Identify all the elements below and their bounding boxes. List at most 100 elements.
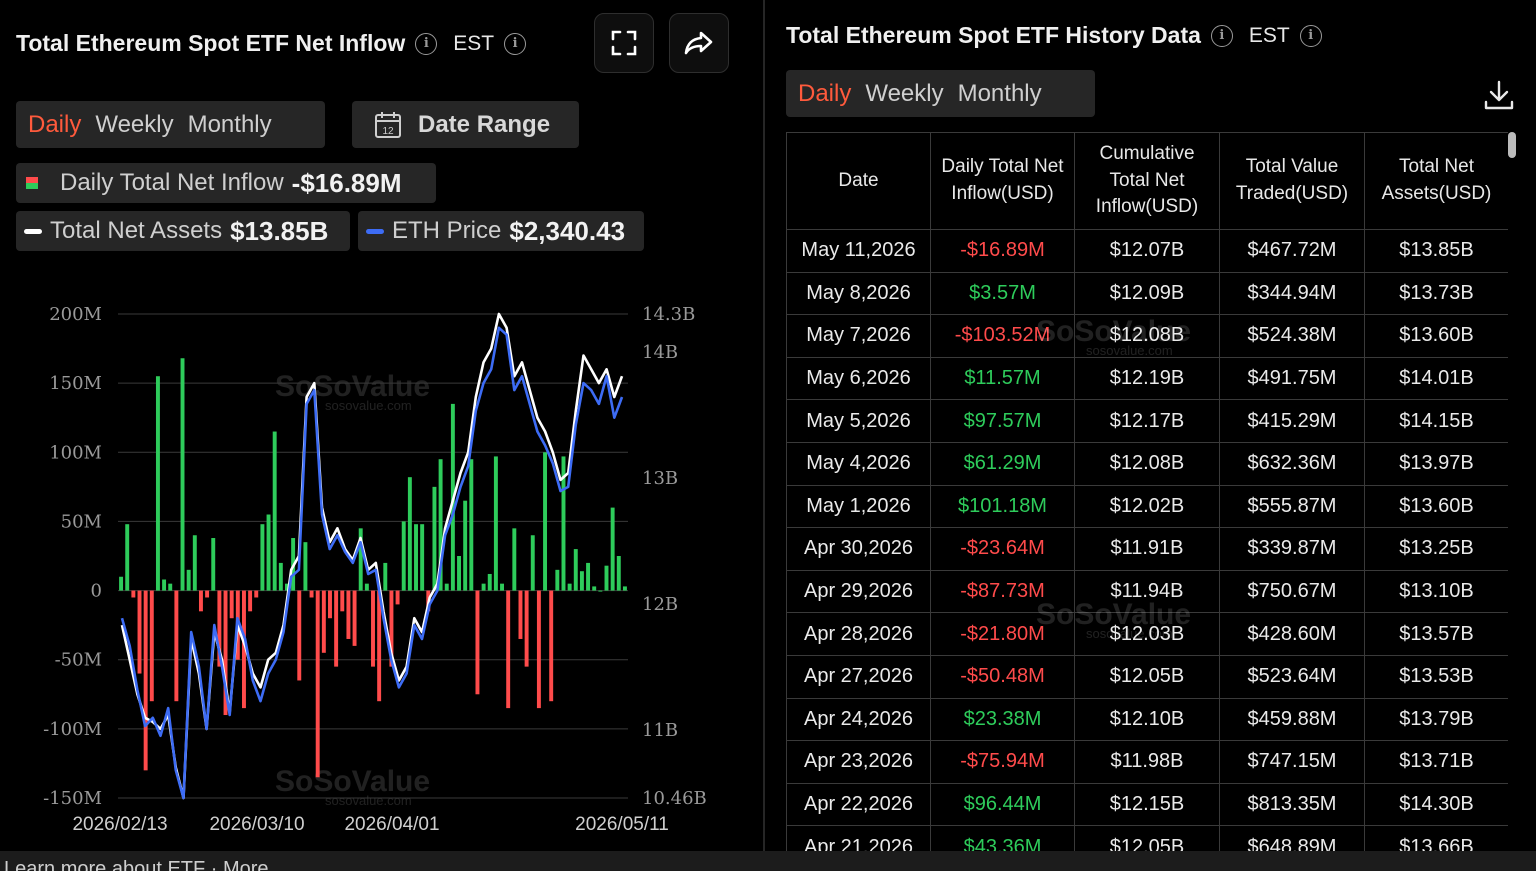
inflow-bar: [119, 576, 124, 591]
inflow-bar: [352, 590, 357, 646]
inflow-bar: [168, 583, 173, 591]
inflow-bar: [180, 358, 185, 591]
cell-daily-inflow: -$87.73M: [930, 569, 1075, 614]
inflow-bar: [321, 590, 326, 653]
header-daily-inflow[interactable]: Daily Total Net Inflow(USD): [930, 132, 1075, 230]
cell-cumulative: $12.05B: [1074, 825, 1220, 851]
table-row[interactable]: Apr 23,2026 -$75.94M $11.98B $747.15M $13.71…: [786, 740, 1508, 784]
inflow-bar: [131, 590, 136, 598]
legend-eth-price[interactable]: ETH Price $2,340.43: [358, 211, 644, 251]
history-timezone-info-icon[interactable]: i: [1299, 24, 1322, 47]
inflow-bar: [137, 590, 142, 674]
tab-weekly[interactable]: Weekly: [95, 110, 174, 138]
history-tab-weekly[interactable]: Weekly: [865, 79, 944, 107]
cell-date: May 7,2026: [786, 314, 931, 358]
right-tick-label: 12B: [642, 594, 678, 615]
history-info-icon[interactable]: i: [1210, 24, 1233, 47]
inflow-bar: [254, 590, 259, 598]
inflow-bar: [524, 590, 529, 667]
history-table-wrap[interactable]: Date Daily Total Net Inflow(USD) Cumulat…: [786, 132, 1508, 851]
inflow-bar: [371, 590, 375, 667]
fullscreen-button[interactable]: [594, 13, 654, 73]
inflow-bar: [622, 586, 627, 591]
cell-date: Apr 30,2026: [786, 527, 931, 571]
x-axis-ticks: 2026/02/13 2026/03/10 2026/04/01 2026/05/11: [72, 814, 668, 835]
cell-net-assets: $13.60B: [1364, 484, 1508, 529]
share-icon: [684, 31, 713, 55]
inflow-bar: [149, 590, 154, 702]
table-row[interactable]: Apr 22,2026 $96.44M $12.15B $813.35M $14.30B: [786, 782, 1508, 827]
header-cumulative[interactable]: Cumulative Total Net Inflow(USD): [1074, 132, 1220, 230]
cell-value-traded: $459.88M: [1219, 697, 1365, 742]
history-period-tabs: Daily Weekly Monthly: [786, 70, 1095, 117]
header-value-traded[interactable]: Total Value Traded(USD): [1219, 132, 1365, 230]
table-row[interactable]: May 4,2026 $61.29M $12.08B $632.36M $13.97B: [786, 441, 1508, 486]
period-tabs: Daily Weekly Monthly: [16, 101, 325, 148]
header-net-assets[interactable]: Total Net Assets(USD): [1364, 132, 1508, 230]
cell-cumulative: $12.07B: [1074, 229, 1220, 273]
history-tab-monthly[interactable]: Monthly: [957, 79, 1042, 107]
inflow-bar: [610, 507, 615, 591]
inflow-bar: [420, 524, 425, 591]
tab-monthly[interactable]: Monthly: [187, 110, 272, 138]
inflow-bar: [414, 524, 418, 591]
cell-daily-inflow: $11.57M: [930, 356, 1075, 401]
cell-date: Apr 27,2026: [786, 654, 931, 699]
inflow-bar: [512, 528, 517, 591]
net-assets-swatch: [24, 228, 42, 234]
cell-value-traded: $344.94M: [1219, 271, 1365, 316]
inflow-bar: [340, 590, 345, 612]
tab-daily[interactable]: Daily: [28, 110, 82, 138]
info-icon[interactable]: i: [415, 32, 438, 55]
left-tick-label: 150M: [49, 373, 102, 394]
cell-net-assets: $13.97B: [1364, 441, 1508, 486]
left-axis-ticks: 200M 150M 100M 50M 0 -50M -100M -150M: [43, 304, 102, 809]
table-row[interactable]: Apr 21,2026 $43.36M $12.05B $648.89M $13.66B: [786, 825, 1508, 851]
cell-net-assets: $14.15B: [1364, 399, 1508, 443]
inflow-bar: [518, 590, 523, 639]
legend-net-inflow[interactable]: Daily Total Net Inflow -$16.89M: [16, 163, 436, 203]
cell-cumulative: $12.15B: [1074, 782, 1220, 827]
table-row[interactable]: Apr 29,2026 -$87.73M $11.94B $750.67M $13.10…: [786, 569, 1508, 614]
header-date[interactable]: Date: [786, 132, 931, 230]
cell-value-traded: $523.64M: [1219, 654, 1365, 699]
inflow-bar: [444, 583, 449, 591]
table-row[interactable]: May 7,2026 -$103.52M $12.08B $524.38M $13.60…: [786, 314, 1508, 358]
cell-daily-inflow: -$50.48M: [930, 654, 1075, 699]
inflow-bar: [573, 549, 578, 591]
table-row[interactable]: Apr 30,2026 -$23.64M $11.91B $339.87M $13.25…: [786, 527, 1508, 571]
table-row[interactable]: Apr 27,2026 -$50.48M $12.05B $523.64M $13.53…: [786, 654, 1508, 699]
table-header-row: Date Daily Total Net Inflow(USD) Cumulat…: [786, 132, 1508, 230]
table-row[interactable]: May 8,2026 $3.57M $12.09B $344.94M $13.73B: [786, 271, 1508, 316]
table-row[interactable]: Apr 28,2026 -$21.80M $12.03B $428.60M $13.57…: [786, 612, 1508, 656]
history-tab-daily[interactable]: Daily: [798, 79, 852, 107]
table-scrollbar[interactable]: [1508, 132, 1516, 158]
share-button[interactable]: [669, 13, 729, 73]
table-row[interactable]: May 6,2026 $11.57M $12.19B $491.75M $14.01B: [786, 356, 1508, 401]
inflow-bar: [561, 456, 566, 591]
cell-daily-inflow: $3.57M: [930, 271, 1075, 316]
cell-net-assets: $13.53B: [1364, 654, 1508, 699]
net-inflow-swatch: [26, 177, 38, 189]
left-tick-label: 50M: [61, 511, 102, 532]
legend-net-assets[interactable]: Total Net Assets $13.85B: [16, 211, 350, 251]
eth-price-swatch: [366, 228, 384, 234]
table-row[interactable]: May 5,2026 $97.57M $12.17B $415.29M $14.15B: [786, 399, 1508, 443]
download-icon[interactable]: [1482, 78, 1516, 112]
cell-net-assets: $13.25B: [1364, 527, 1508, 571]
left-tick-label: 100M: [49, 442, 102, 463]
inflow-bar: [500, 583, 505, 591]
cell-net-assets: $13.57B: [1364, 612, 1508, 656]
cell-cumulative: $11.94B: [1074, 569, 1220, 614]
inflow-bar: [248, 590, 253, 612]
inflow-bar: [303, 542, 308, 591]
footer-text[interactable]: Learn more about ETF · More: [4, 858, 269, 871]
cell-date: May 4,2026: [786, 441, 931, 486]
cell-value-traded: $339.87M: [1219, 527, 1365, 571]
table-row[interactable]: May 1,2026 $101.18M $12.02B $555.87M $13.60B: [786, 484, 1508, 529]
table-row[interactable]: May 11,2026 -$16.89M $12.07B $467.72M $13.85…: [786, 229, 1508, 273]
date-range-button[interactable]: 12 Date Range: [352, 101, 579, 148]
table-row[interactable]: Apr 24,2026 $23.38M $12.10B $459.88M $13.79B: [786, 697, 1508, 742]
timezone-info-icon[interactable]: i: [504, 32, 527, 55]
